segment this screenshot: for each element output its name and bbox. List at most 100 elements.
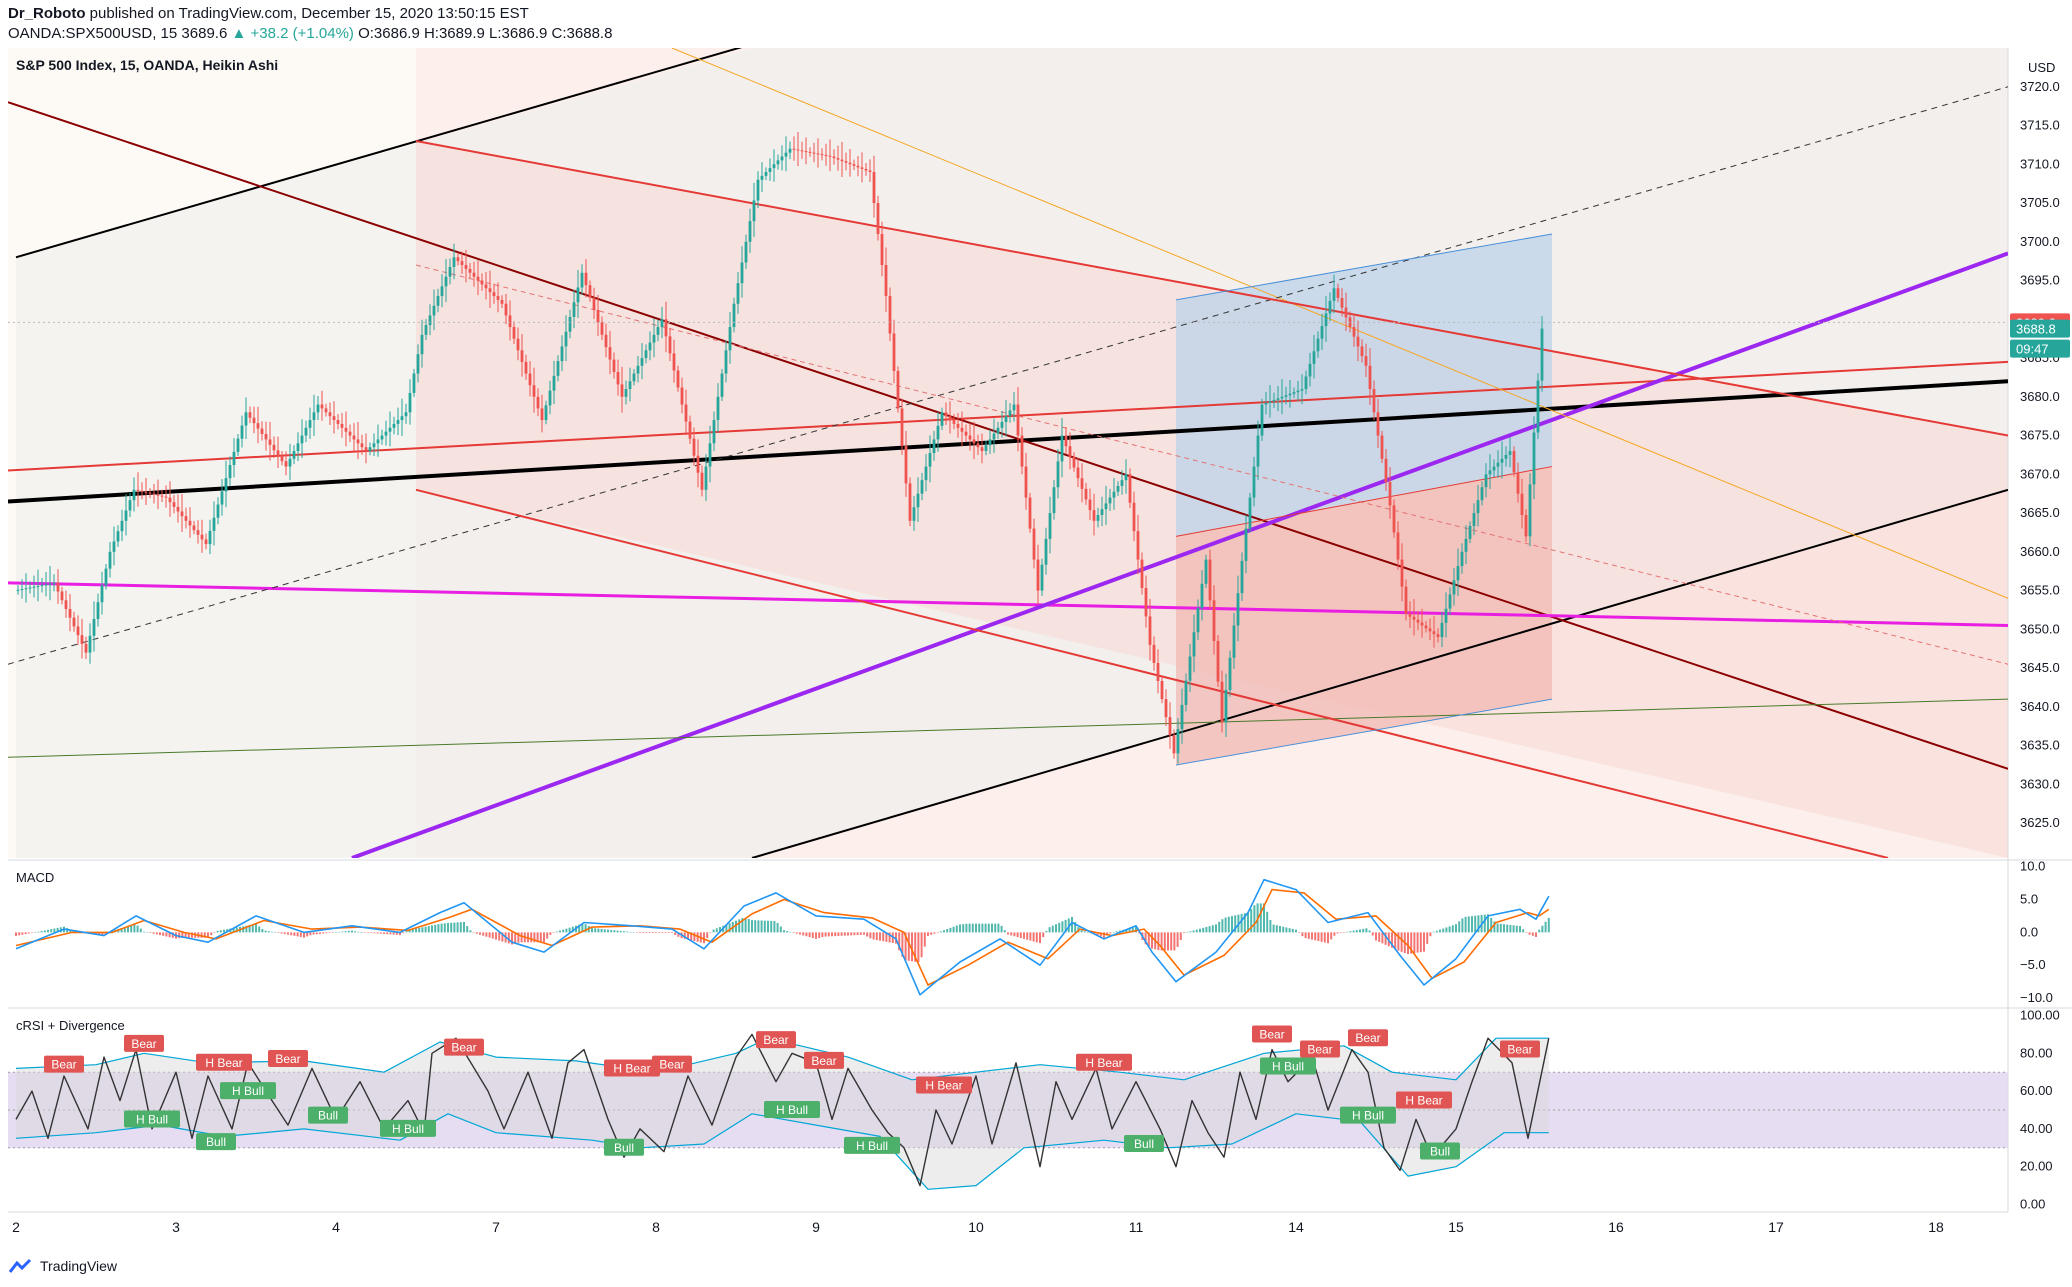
orange-line[interactable]: [671, 48, 2008, 599]
macd-histogram-bar: [1435, 930, 1438, 933]
bull-divergence-tag[interactable]: [1260, 1057, 1316, 1075]
macd-histogram-bar: [923, 932, 926, 947]
bear-divergence-tag[interactable]: [804, 1051, 844, 1069]
macd-histogram-bar: [1135, 926, 1137, 933]
candle: [268, 439, 272, 445]
black-channel-lower[interactable]: [751, 488, 2008, 858]
bull-divergence-tag[interactable]: [844, 1136, 900, 1154]
black-channel-upper[interactable]: [15, 44, 752, 259]
macd-histogram-bar: [427, 926, 430, 933]
macd-histogram-bar: [795, 932, 798, 934]
red-line[interactable]: [8, 360, 2008, 472]
macd-histogram-bar: [1199, 928, 1201, 933]
macd-histogram-bar: [1487, 914, 1489, 933]
bull-divergence-tag[interactable]: [604, 1138, 644, 1156]
bear-divergence-tag[interactable]: [652, 1055, 692, 1073]
macd-histogram-bar: [1176, 932, 1179, 947]
candle: [216, 504, 220, 518]
dashed-black-line[interactable]: [8, 86, 2008, 665]
bull-divergence-tag[interactable]: [124, 1110, 180, 1128]
time-tick-label: 10: [968, 1219, 984, 1235]
candle: [644, 350, 648, 359]
macd-histogram-bar: [1339, 932, 1342, 933]
bear-divergence-tag[interactable]: [44, 1055, 84, 1073]
candle: [1400, 559, 1404, 587]
bear-divergence-tag[interactable]: [124, 1034, 164, 1052]
candle: [1480, 487, 1484, 501]
macd-histogram-bar: [1538, 929, 1541, 933]
dark-red-line[interactable]: [8, 101, 2008, 770]
macd-histogram-bar: [991, 923, 993, 933]
candle: [856, 165, 860, 168]
bull-divergence-tag[interactable]: [1420, 1142, 1460, 1160]
author-name[interactable]: Dr_Roboto: [8, 5, 86, 22]
blue-channel-mid[interactable]: [1175, 466, 1553, 537]
bull-divergence-tag[interactable]: [196, 1133, 236, 1151]
channel-mid[interactable]: [415, 264, 2008, 665]
bear-divergence-tag[interactable]: [1348, 1029, 1388, 1047]
bear-divergence-tag[interactable]: [1500, 1040, 1540, 1058]
macd-histogram-bar: [370, 932, 373, 933]
macd-histogram-bar: [1275, 925, 1278, 933]
candle: [708, 443, 712, 467]
macd-histogram-bar: [335, 932, 337, 933]
candle: [340, 423, 344, 428]
bear-divergence-tag[interactable]: [916, 1076, 972, 1094]
symbol-name[interactable]: OANDA:SPX500USD, 15: [8, 25, 178, 42]
macd-histogram-bar: [971, 923, 974, 933]
bull-divergence-tag[interactable]: [308, 1106, 348, 1124]
chart-header: Dr_Roboto published on TradingView.com, …: [8, 4, 2058, 44]
macd-histogram-bar: [482, 932, 485, 936]
bear-divergence-tag[interactable]: [1300, 1040, 1340, 1058]
bear-divergence-tag[interactable]: [1252, 1025, 1292, 1043]
bear-divergence-tag[interactable]: [604, 1059, 660, 1077]
bull-divergence-tag[interactable]: [1124, 1135, 1164, 1152]
macd-histogram-bar: [965, 923, 968, 933]
macd-histogram-bar: [645, 932, 648, 934]
tradingview-logo-icon[interactable]: [8, 1258, 34, 1274]
macd-histogram-bar: [869, 932, 872, 939]
macd-histogram-bar: [847, 932, 849, 936]
black-thick-line[interactable]: [8, 379, 2008, 504]
bear-divergence-tag[interactable]: [444, 1038, 484, 1056]
bear-divergence-tag[interactable]: [1076, 1053, 1132, 1071]
candle: [1124, 474, 1128, 481]
candle: [460, 261, 464, 266]
green-line[interactable]: [8, 698, 2008, 758]
bull-divergence-tag[interactable]: [764, 1101, 820, 1118]
candle: [1164, 699, 1168, 718]
candle: [1440, 622, 1444, 638]
bull-divergence-tag[interactable]: [1340, 1106, 1396, 1124]
macd-histogram-bar: [1499, 923, 1502, 933]
candle: [1508, 451, 1512, 455]
bear-divergence-tag[interactable]: [756, 1031, 796, 1049]
macd-histogram-bar: [1035, 932, 1038, 943]
channel-upper[interactable]: [415, 140, 2008, 437]
candle: [764, 172, 768, 176]
macd-histogram-bar: [811, 932, 814, 938]
magenta-line[interactable]: [8, 581, 2008, 627]
candle: [420, 334, 424, 355]
footer-brand[interactable]: TradingView: [40, 1258, 118, 1274]
bull-divergence-tag[interactable]: [380, 1119, 436, 1137]
blue-channel-lower[interactable]: [1175, 698, 1553, 766]
macd-histogram-bar: [1455, 924, 1457, 933]
bear-divergence-tag[interactable]: [1396, 1091, 1452, 1109]
candle: [68, 608, 72, 618]
blue-channel-upper[interactable]: [1175, 233, 1553, 301]
price-tick-label: 3675.0: [2020, 428, 2060, 443]
candle: [372, 443, 376, 448]
macd-histogram-bar: [168, 932, 171, 938]
bear-divergence-label: Bear: [1355, 1031, 1380, 1045]
bull-divergence-tag[interactable]: [220, 1082, 276, 1100]
purple-line[interactable]: [351, 251, 2008, 858]
candle: [908, 483, 912, 521]
channel-lower[interactable]: [415, 488, 1889, 858]
macd-histogram-bar: [152, 932, 155, 934]
macd-histogram-bar: [1474, 915, 1477, 933]
candle: [1460, 551, 1464, 567]
bear-divergence-tag[interactable]: [268, 1050, 308, 1067]
candle: [1256, 435, 1260, 467]
bear-divergence-tag[interactable]: [196, 1053, 252, 1071]
